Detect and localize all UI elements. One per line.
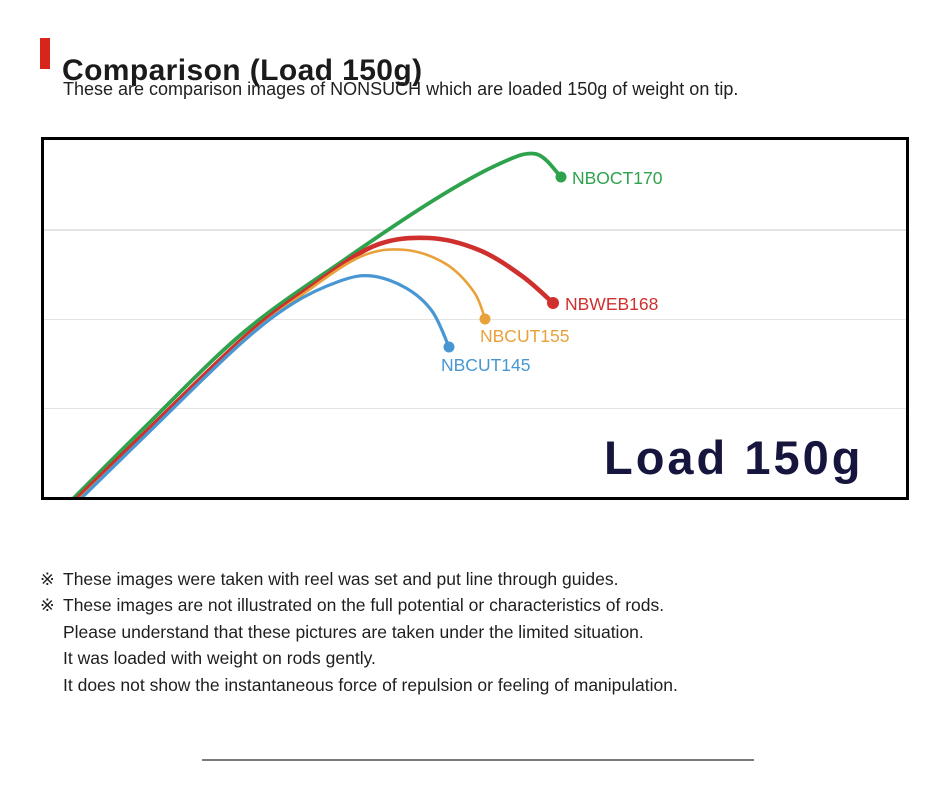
note-row: Please understand that these pictures ar… [40,619,921,645]
series-label-NBOCT170: NBOCT170 [572,168,663,188]
gridline-25pct [44,229,906,231]
bend-curve-NBOCT170 [72,151,563,497]
note-text: Please understand that these pictures ar… [63,621,644,642]
page-title: Comparison (Load 150g) [62,54,423,88]
gridline-75pct [44,407,906,410]
note-row: ※ These images are not illustrated on th… [40,592,921,618]
load-annotation: Load 150g [604,431,864,484]
series-label-NBCUT155: NBCUT155 [480,326,569,346]
note-row: It does not show the instantaneous force… [40,672,921,698]
note-row: ※ These images were taken with reel was … [40,566,921,592]
page-subtitle: These are comparison images of NONSUCH w… [63,79,739,99]
note-text: These images were taken with reel was se… [63,569,619,589]
curve-tip-dot-NBWEB168 [547,297,559,309]
curve-tip-dot-NBCUT145 [443,341,455,353]
note-text: These images are not illustrated on the … [63,595,665,616]
series-label-NBWEB168: NBWEB168 [565,294,658,314]
note-text: It does not show the instantaneous force… [63,674,678,695]
note-row: It was loaded with weight on rods gently… [40,645,921,671]
curve-tip-dot-NBCUT155 [479,313,491,325]
footnotes: ※ These images were taken with reel was … [40,566,921,698]
rod-bend-curves-svg: NBOCT170 NBWEB168 NBCUT155 NBCUT145 [72,151,663,497]
note-marker [40,645,63,671]
note-text: It was loaded with weight on rods gently… [63,648,376,669]
note-marker [40,672,63,698]
series-label-NBCUT145: NBCUT145 [441,355,530,375]
curve-tip-dot-NBOCT170 [555,171,567,183]
bend-curve-NBWEB168 [75,235,556,497]
title-accent-bar [40,38,50,69]
bend-curve-NBCUT145 [80,274,451,497]
gridline-50pct [44,318,906,320]
bottom-divider [202,759,754,761]
note-marker: ※ [40,569,55,589]
note-marker [40,619,63,645]
note-marker: ※ [40,595,55,616]
bend-comparison-chart: NBOCT170 NBWEB168 NBCUT155 NBCUT145 Load 15… [41,137,909,500]
